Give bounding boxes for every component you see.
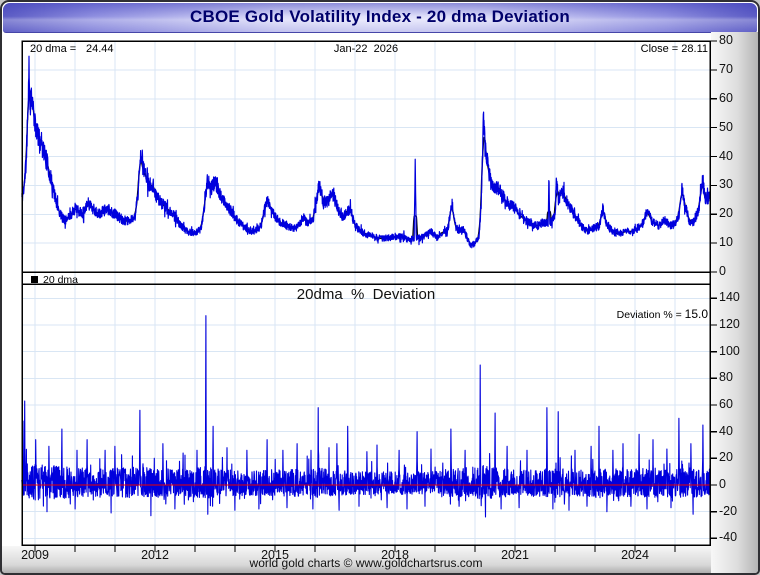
x-axis-tick-label: 2018 (381, 548, 409, 562)
window-titlebar: CBOE Gold Volatility Index - 20 dma Devi… (3, 3, 757, 33)
dma-legend-label: 20 dma (43, 273, 79, 286)
x-axis-tick-label: 2015 (261, 548, 289, 562)
x-axis-tick-label: 2012 (141, 548, 169, 562)
y-axis-tick-label: 80 (719, 33, 733, 47)
deviation-panel-title: 20dma % Deviation (296, 286, 436, 303)
y-axis-tick-label: 20 (719, 206, 733, 221)
y-axis-tick-label: 40 (719, 423, 733, 438)
close-label: Close = 28.11 (640, 43, 708, 55)
y-axis-tick-label: 0 (719, 477, 726, 491)
y-axis-tick-label: 20 (719, 450, 733, 465)
y-axis-tick-label: 70 (719, 61, 733, 76)
bottom-axis-gutter (2, 546, 711, 573)
date-label: Jan-22 2026 (333, 43, 399, 55)
y-axis-tick-label: 80 (719, 370, 733, 385)
y-axis-tick-label: 140 (719, 290, 740, 305)
right-axis-gutter (711, 32, 758, 573)
dma-label: 20 dma = (30, 43, 77, 55)
y-axis-tick-label: -40 (719, 530, 738, 545)
y-axis-tick-label: 0 (719, 264, 726, 278)
dma-value: 24.44 (86, 43, 114, 55)
x-axis-tick-label: 2021 (501, 548, 529, 562)
y-axis-tick-label: 60 (719, 90, 733, 105)
deviation-readout: Deviation % = 15.0 (422, 287, 708, 341)
y-axis-tick-label: 30 (719, 177, 733, 192)
y-axis-tick-label: -20 (719, 503, 738, 518)
deviation-label: Deviation % = (616, 309, 685, 321)
y-axis-tick-label: 60 (719, 397, 733, 411)
dma-legend: 20 dma (31, 274, 78, 286)
x-axis-tick-label: 2024 (621, 548, 649, 562)
x-axis-tick-label: 2009 (21, 548, 49, 562)
attribution-footer: world gold charts © www.goldchartsrus.co… (249, 556, 483, 570)
chart-title: CBOE Gold Volatility Index - 20 dma Devi… (190, 7, 570, 26)
dma-legend-swatch-icon (31, 276, 38, 283)
y-axis-tick-label: 100 (719, 343, 740, 358)
y-axis-tick-label: 120 (719, 317, 740, 331)
y-axis-tick-label: 40 (719, 148, 733, 163)
deviation-value: 15.0 (684, 307, 708, 321)
y-axis-tick-label: 50 (719, 119, 733, 134)
y-axis-tick-label: 10 (719, 235, 733, 250)
